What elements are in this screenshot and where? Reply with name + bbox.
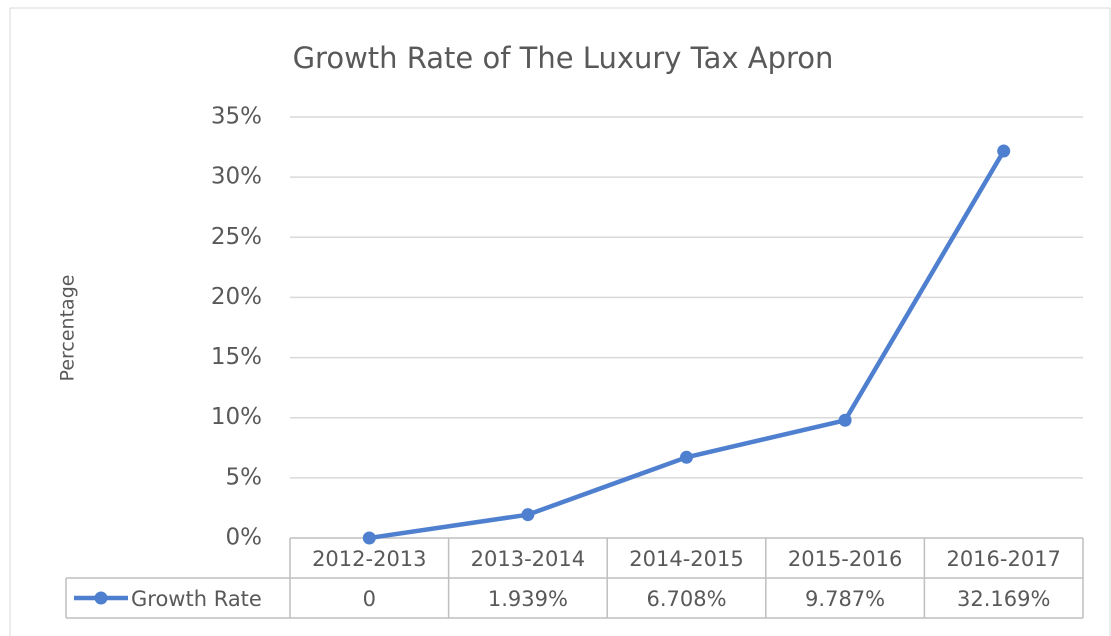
table-value: 1.939% xyxy=(488,587,568,611)
x-tick-label: 2015-2016 xyxy=(788,547,902,571)
point xyxy=(521,508,535,522)
chart-frame xyxy=(9,7,1111,636)
x-tick-label: 2013-2014 xyxy=(471,547,585,571)
y-tick-label: 15% xyxy=(211,344,262,370)
point xyxy=(997,144,1011,158)
x-tick-label: 2012-2013 xyxy=(312,547,426,571)
table-value: 6.708% xyxy=(646,587,726,611)
legend-marker xyxy=(94,591,108,605)
point xyxy=(838,413,852,427)
x-tick-label: 2014-2015 xyxy=(629,547,743,571)
legend-label: Growth Rate xyxy=(131,587,262,611)
table-value: 9.787% xyxy=(805,587,885,611)
point xyxy=(362,531,376,545)
table-value: 32.169% xyxy=(957,587,1050,611)
chart-title: Growth Rate of The Luxury Tax Apron xyxy=(293,41,834,75)
y-tick-label: 10% xyxy=(211,404,262,430)
x-tick-label: 2016-2017 xyxy=(946,547,1060,571)
y-tick-label: 35% xyxy=(211,104,262,130)
y-axis-label: Percentage xyxy=(57,275,79,382)
point xyxy=(680,450,693,464)
y-tick-label: 25% xyxy=(211,224,262,250)
y-tick-label: 5% xyxy=(226,464,263,490)
table-value: 0 xyxy=(363,587,376,611)
y-tick-label: 0% xyxy=(226,525,263,551)
y-tick-label: 30% xyxy=(211,164,262,190)
y-tick-label: 20% xyxy=(211,284,262,310)
